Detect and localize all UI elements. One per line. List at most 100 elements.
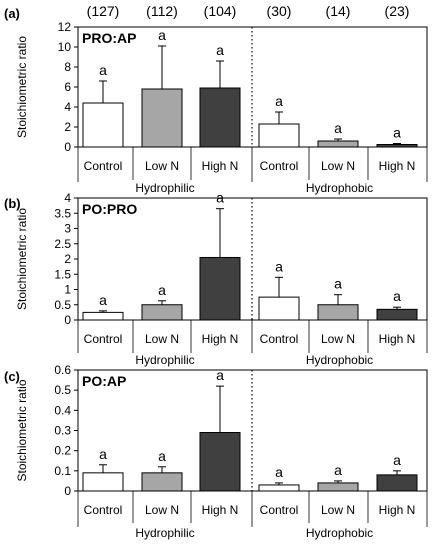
- y-tick-label: 8: [64, 60, 71, 74]
- significance-letter: a: [216, 367, 224, 383]
- group-label: Hydrophobic: [306, 526, 373, 540]
- significance-letter: a: [216, 190, 224, 206]
- bar: [317, 140, 359, 148]
- significance-letter: a: [275, 258, 283, 274]
- sample-size-label: (23): [385, 3, 410, 19]
- category-label: Low N: [145, 503, 179, 517]
- panel-b: (b)Stoichiometric ratio 00.51 1.522.53 3.54…: [4, 190, 428, 367]
- category-label: High N: [379, 332, 416, 346]
- y-axis-label: Stoichiometric ratio: [15, 208, 29, 310]
- y-tick-label: 0.3: [54, 424, 71, 438]
- category-label: High N: [202, 159, 239, 173]
- y-axis-label: Stoichiometric ratio: [15, 379, 29, 481]
- panel-c: (c)Stoichiometric ratio 0 0.1 0.2 0.3 0.4 0.5 0…: [4, 363, 428, 540]
- bar: [141, 304, 183, 321]
- category-label: Low N: [321, 332, 355, 346]
- sample-size-label: (127): [87, 3, 120, 19]
- bar: [199, 432, 241, 492]
- significance-letter: a: [99, 292, 107, 308]
- significance-letter: a: [158, 282, 166, 298]
- category-label: Control: [260, 503, 299, 517]
- group-label: Hydrophilic: [135, 353, 194, 367]
- y-tick-label: 1.5: [54, 267, 71, 281]
- y-tick-label: 2: [64, 252, 71, 266]
- significance-letter: a: [99, 62, 107, 78]
- y-tick-label: 4: [64, 191, 71, 205]
- y-tick-label: 0.5: [54, 383, 71, 397]
- category-label: High N: [379, 503, 416, 517]
- category-label: High N: [379, 159, 416, 173]
- bar: [82, 311, 124, 321]
- group-label: Hydrophobic: [306, 353, 373, 367]
- sample-size-label: (30): [267, 3, 292, 19]
- significance-letter: a: [334, 120, 342, 136]
- significance-letter: a: [158, 27, 166, 43]
- category-label: Low N: [321, 503, 355, 517]
- significance-letter: a: [393, 125, 401, 141]
- bar: [317, 304, 359, 321]
- y-tick-label: 3: [64, 222, 71, 236]
- category-label: Control: [84, 159, 123, 173]
- significance-letter: a: [158, 448, 166, 464]
- bar: [376, 308, 418, 321]
- bar: [141, 472, 183, 492]
- y-tick-label: 0: [64, 484, 71, 498]
- sample-size-label: (112): [146, 3, 178, 19]
- significance-letter: a: [275, 93, 283, 109]
- bar: [82, 472, 124, 492]
- bar: [199, 87, 241, 148]
- y-tick-label: 4: [64, 100, 71, 114]
- category-label: Low N: [321, 159, 355, 173]
- significance-letter: a: [275, 464, 283, 480]
- chart-title: PO:AP: [82, 373, 126, 389]
- chart-title: PRO:AP: [82, 30, 136, 46]
- sample-size-label: (14): [326, 3, 351, 19]
- group-label: Hydrophobic: [306, 181, 373, 195]
- category-label: Control: [260, 332, 299, 346]
- y-tick-label: 0.6: [54, 363, 71, 377]
- bar: [258, 123, 300, 148]
- bar: [376, 144, 418, 148]
- bar: [376, 474, 418, 492]
- category-label: High N: [202, 503, 239, 517]
- panel-letter: (c): [4, 369, 20, 384]
- y-tick-label: 3.5: [54, 206, 71, 220]
- category-label: Low N: [145, 159, 179, 173]
- y-tick-label: 0: [64, 140, 71, 154]
- y-tick-label: 0.1: [54, 464, 71, 478]
- significance-letter: a: [334, 462, 342, 478]
- bar: [317, 482, 359, 492]
- y-tick-label: 0.2: [54, 444, 71, 458]
- y-tick-label: 0.5: [54, 298, 71, 312]
- significance-letter: a: [99, 446, 107, 462]
- significance-letter: a: [216, 42, 224, 58]
- sample-size-label: (104): [204, 3, 237, 19]
- y-tick-label: 10: [58, 40, 72, 54]
- bar: [82, 102, 124, 148]
- category-label: High N: [202, 332, 239, 346]
- y-tick-label: 2.5: [54, 237, 71, 251]
- category-label: Control: [84, 332, 123, 346]
- y-tick-label: 12: [58, 20, 72, 34]
- category-label: Control: [84, 503, 123, 517]
- significance-letter: a: [393, 288, 401, 304]
- bar: [141, 88, 183, 148]
- y-tick-label: 2: [64, 120, 71, 134]
- y-tick-label: 6: [64, 80, 71, 94]
- group-label: Hydrophilic: [135, 181, 194, 195]
- y-tick-label: 0.4: [54, 403, 71, 417]
- bar: [258, 296, 300, 321]
- category-label: Control: [260, 159, 299, 173]
- significance-letter: a: [334, 276, 342, 292]
- chart-title: PO:PRO: [82, 201, 137, 217]
- y-tick-label: 1: [64, 283, 71, 297]
- y-axis-label: Stoichiometric ratio: [15, 36, 29, 138]
- category-label: Low N: [145, 332, 179, 346]
- panel-letter: (b): [4, 196, 21, 211]
- panel-a: (a) Stoichiometric ratio 0 2 4 6 8 10 12 a a a a a a PR…: [4, 6, 428, 195]
- y-tick-label: 0: [64, 313, 71, 327]
- bar: [258, 484, 300, 492]
- group-label: Hydrophilic: [135, 526, 194, 540]
- bar: [199, 256, 241, 321]
